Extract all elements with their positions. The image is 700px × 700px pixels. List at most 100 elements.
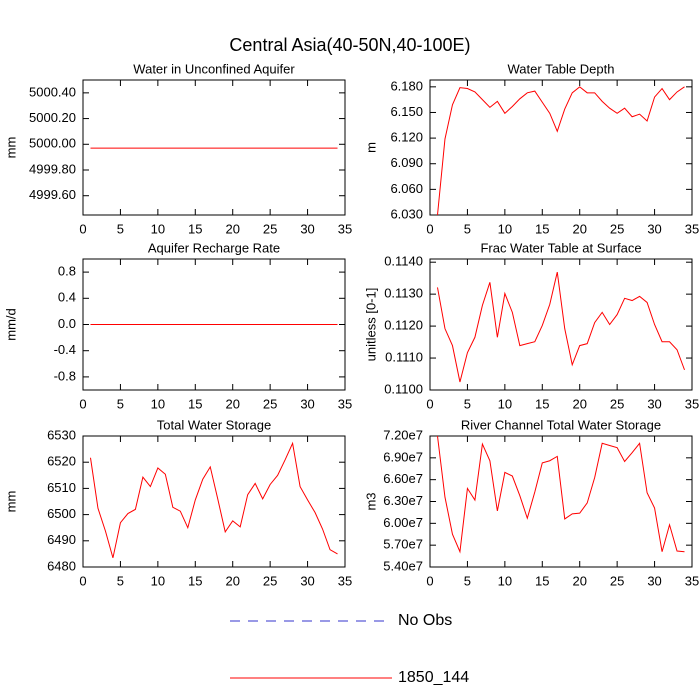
y-axis-label: m <box>363 142 378 153</box>
x-tick-label: 25 <box>610 396 624 411</box>
x-tick-label: 35 <box>685 573 699 588</box>
y-tick-label: 6490 <box>47 532 76 547</box>
x-tick-label: 15 <box>188 396 202 411</box>
x-tick-label: 10 <box>151 396 165 411</box>
x-tick-label: 5 <box>464 573 471 588</box>
x-tick-label: 35 <box>338 396 352 411</box>
plot-frame <box>82 435 346 568</box>
y-tick-label: 0.1120 <box>384 318 423 333</box>
y-tick-label: 0.1100 <box>384 381 423 396</box>
y-tick-label: 6.90e7 <box>383 449 423 464</box>
plot-frame <box>429 79 693 216</box>
x-tick-label: 0 <box>426 396 433 411</box>
y-tick-label: 6.090 <box>390 155 423 170</box>
x-tick-label: 20 <box>225 573 239 588</box>
legend-label: 1850_144 <box>398 669 469 686</box>
data-line <box>436 271 685 383</box>
x-tick-label: 30 <box>647 396 661 411</box>
x-tick-label: 0 <box>79 396 86 411</box>
legend-label: No Obs <box>398 612 452 629</box>
x-tick-label: 35 <box>685 396 699 411</box>
y-tick-label: 0.1110 <box>385 349 423 364</box>
y-tick-label: 5.40e7 <box>383 558 423 573</box>
x-tick-label: 5 <box>117 221 124 236</box>
y-tick-label: 6510 <box>47 480 76 495</box>
x-tick-label: 5 <box>464 221 471 236</box>
y-tick-label: 0.1130 <box>384 286 423 301</box>
x-tick-label: 25 <box>610 573 624 588</box>
x-tick-label: 20 <box>225 221 239 236</box>
y-tick-label: 6530 <box>47 427 76 442</box>
x-tick-label: 30 <box>647 221 661 236</box>
y-tick-label: 6.60e7 <box>383 471 423 486</box>
y-tick-label: 6.00e7 <box>383 515 423 530</box>
y-tick-label: 0.0 <box>58 316 76 331</box>
y-tick-label: 6.180 <box>390 78 423 93</box>
y-axis-label: mm <box>3 137 18 159</box>
y-tick-label: 6.150 <box>390 104 423 119</box>
x-tick-label: 30 <box>300 396 314 411</box>
y-tick-label: 6520 <box>47 454 76 469</box>
y-axis-label: mm <box>3 491 18 513</box>
x-tick-label: 25 <box>263 221 277 236</box>
x-tick-label: 30 <box>300 221 314 236</box>
x-tick-label: 35 <box>338 221 352 236</box>
x-tick-label: 15 <box>188 221 202 236</box>
figure-title: Central Asia(40-50N,40-100E) <box>229 35 470 55</box>
plot-frame <box>429 258 693 391</box>
y-tick-label: 5.70e7 <box>383 537 423 552</box>
data-line <box>436 86 685 216</box>
panel-title: Water Table Depth <box>508 61 615 76</box>
x-tick-label: 25 <box>263 573 277 588</box>
y-tick-label: 6.120 <box>390 130 423 145</box>
y-tick-label: 0.8 <box>58 264 76 279</box>
plot-frame <box>82 79 346 216</box>
y-tick-label: 4999.80 <box>29 161 76 176</box>
x-tick-label: 35 <box>685 221 699 236</box>
x-tick-label: 20 <box>572 221 586 236</box>
x-tick-label: 0 <box>426 573 433 588</box>
x-tick-label: 0 <box>79 573 86 588</box>
x-tick-label: 5 <box>117 573 124 588</box>
y-tick-label: 6.030 <box>390 206 423 221</box>
y-axis-label: m3 <box>363 492 378 510</box>
panel-title: Aquifer Recharge Rate <box>148 240 280 255</box>
data-line <box>89 441 338 558</box>
x-tick-label: 15 <box>535 573 549 588</box>
x-tick-label: 25 <box>610 221 624 236</box>
x-tick-label: 20 <box>225 396 239 411</box>
y-tick-label: -0.4 <box>54 342 76 357</box>
y-tick-label: 6500 <box>47 506 76 521</box>
panel-title: Total Water Storage <box>157 417 271 432</box>
x-tick-label: 0 <box>79 221 86 236</box>
y-tick-label: 0.4 <box>58 290 76 305</box>
x-tick-label: 35 <box>338 573 352 588</box>
x-tick-label: 10 <box>498 573 512 588</box>
x-tick-label: 10 <box>151 573 165 588</box>
y-tick-label: 5000.20 <box>29 110 76 125</box>
y-tick-label: 5000.40 <box>29 84 76 99</box>
x-tick-label: 10 <box>498 396 512 411</box>
y-axis-label: unitless [0-1] <box>363 288 378 362</box>
x-tick-label: 15 <box>188 573 202 588</box>
y-tick-label: 7.20e7 <box>383 427 423 442</box>
y-tick-label: -0.8 <box>54 368 76 383</box>
data-line <box>436 435 685 554</box>
y-tick-label: 6.30e7 <box>383 493 423 508</box>
panel-title: Frac Water Table at Surface <box>480 240 641 255</box>
x-tick-label: 20 <box>572 573 586 588</box>
plot-frame <box>429 435 693 568</box>
x-tick-label: 25 <box>263 396 277 411</box>
x-tick-label: 20 <box>572 396 586 411</box>
panel-title: Water in Unconfined Aquifer <box>133 61 295 76</box>
x-tick-label: 30 <box>647 573 661 588</box>
y-tick-label: 0.1140 <box>384 254 423 269</box>
y-tick-label: 4999.60 <box>29 187 76 202</box>
x-tick-label: 0 <box>426 221 433 236</box>
y-tick-label: 6480 <box>47 558 76 573</box>
y-tick-label: 6.060 <box>390 181 423 196</box>
panel-title: River Channel Total Water Storage <box>461 417 661 432</box>
y-tick-label: 5000.00 <box>29 136 76 151</box>
x-tick-label: 5 <box>464 396 471 411</box>
